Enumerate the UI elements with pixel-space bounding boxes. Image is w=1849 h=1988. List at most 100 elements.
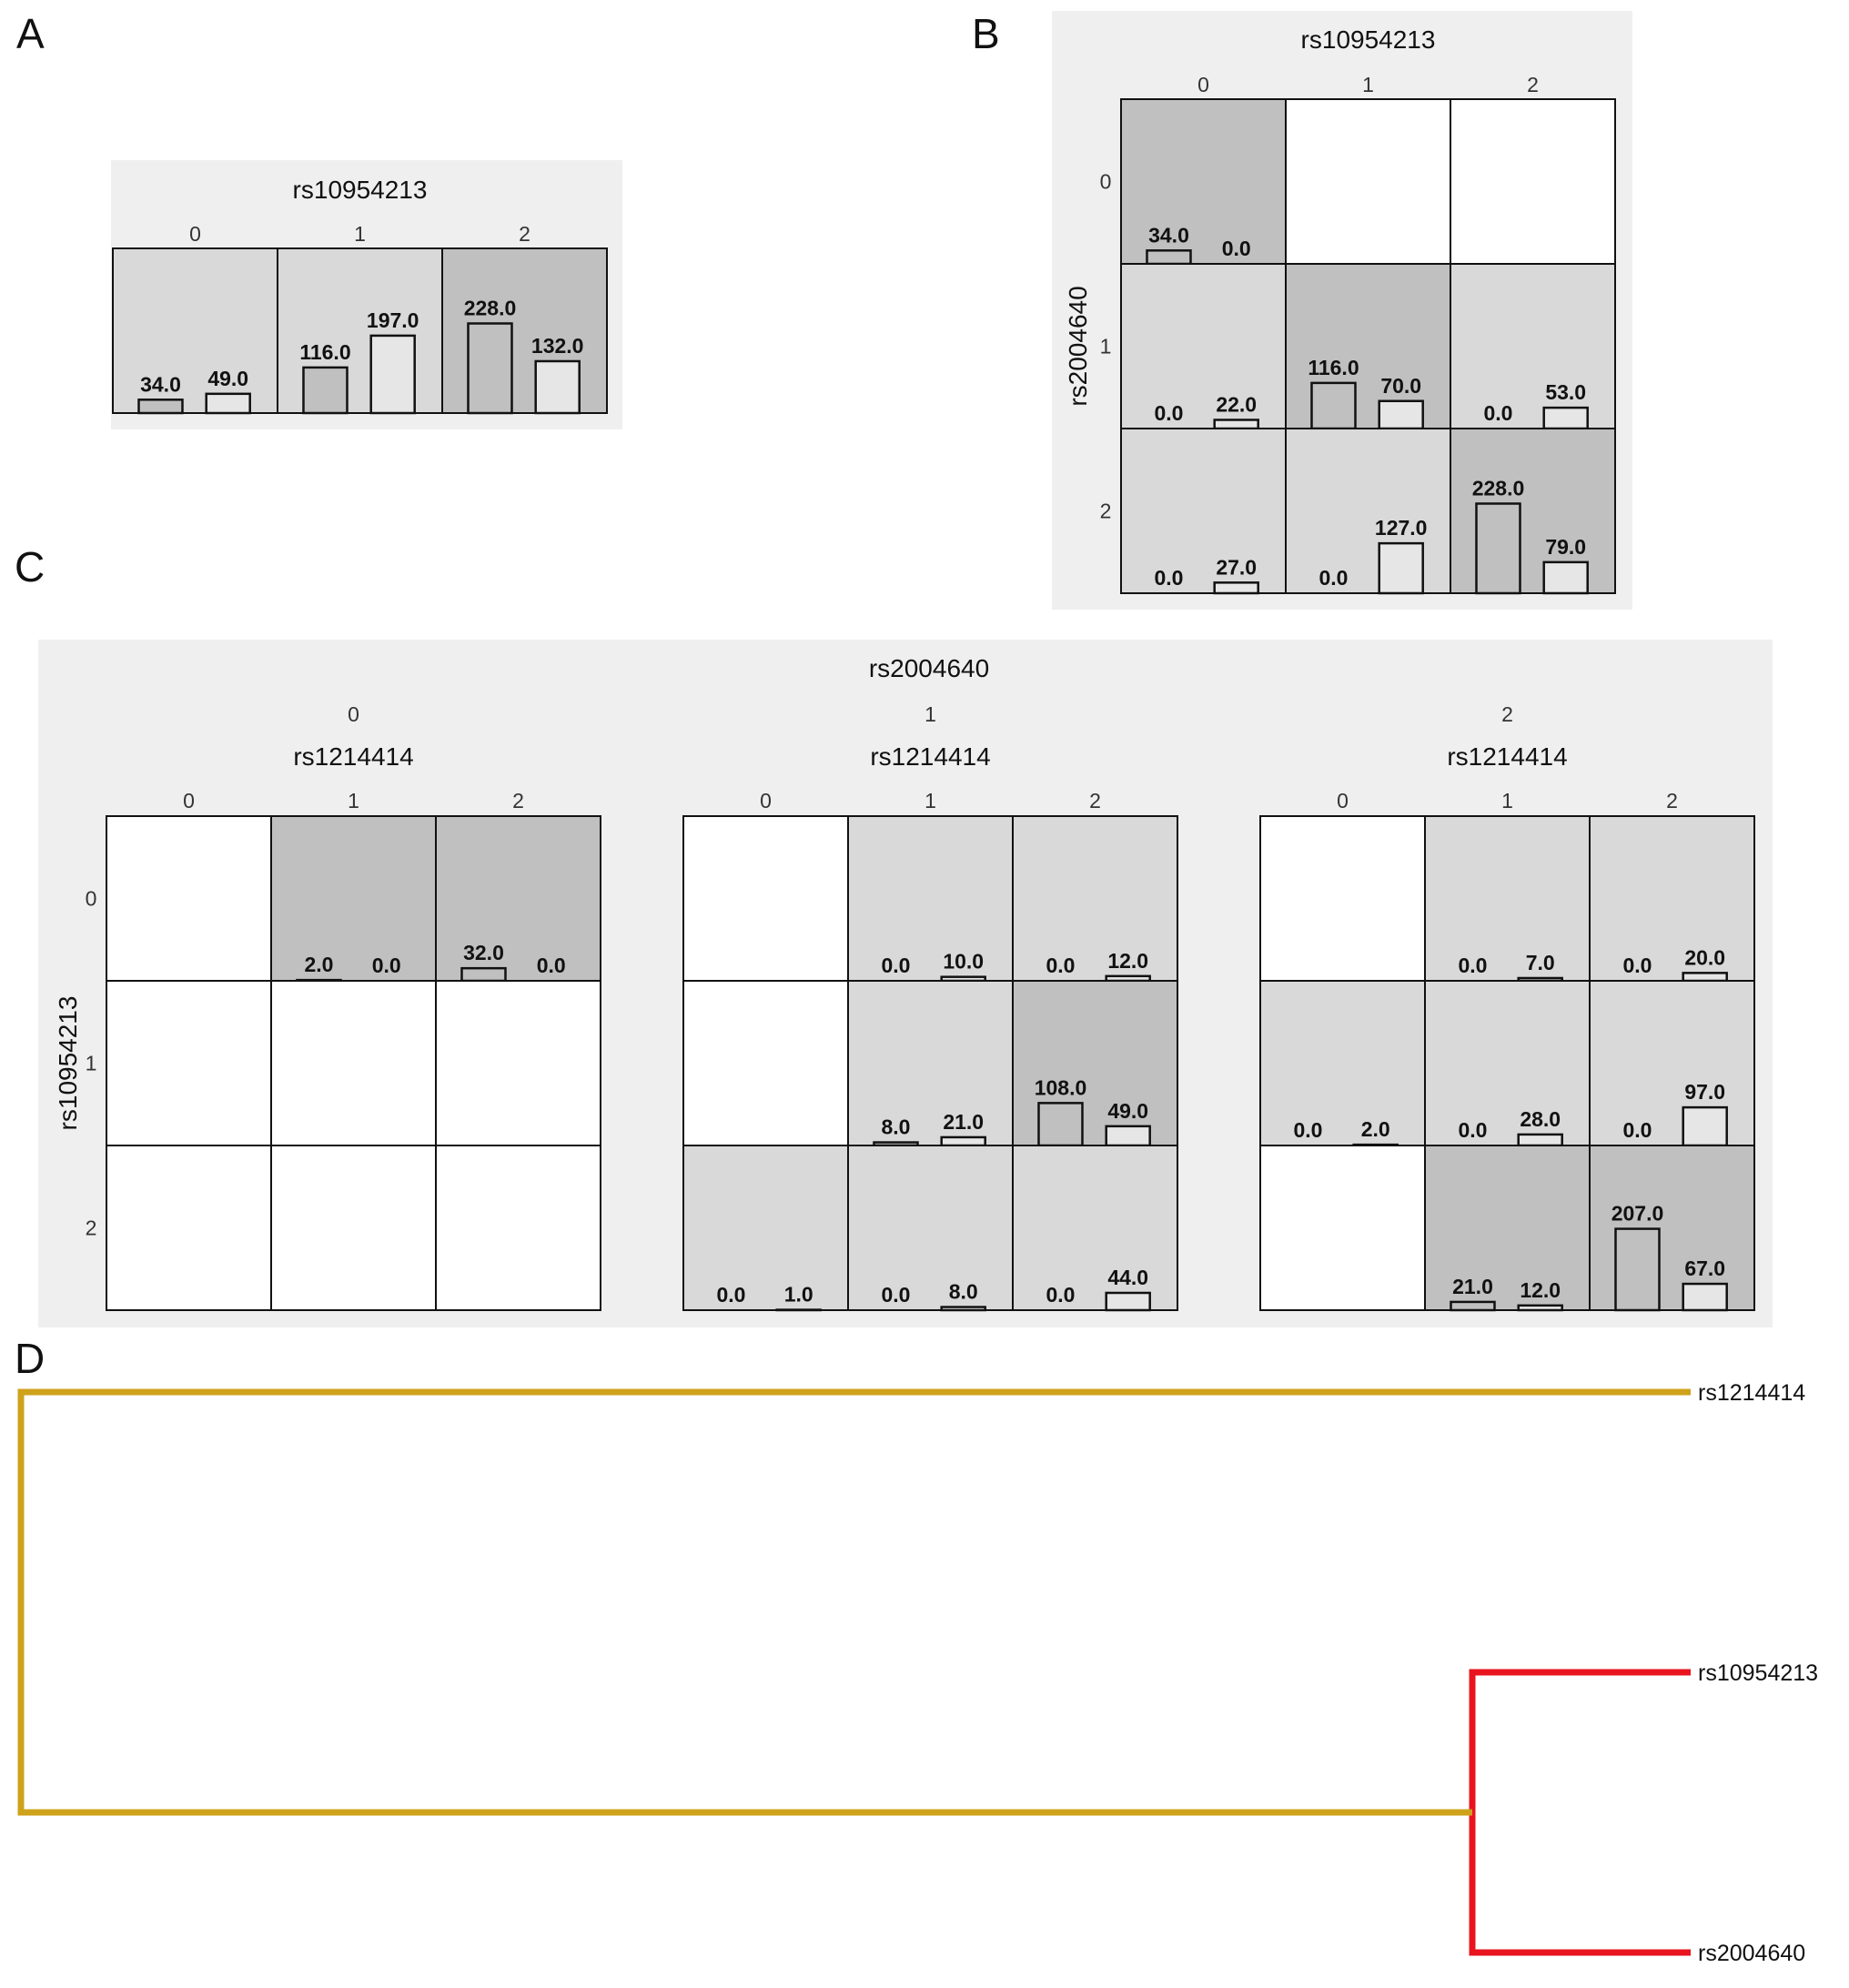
- panel-c-grid0-cell: [271, 1145, 436, 1310]
- panel-c-grid2-value-label: 0.0: [1458, 954, 1487, 977]
- panel-c-grid1-value-label: 8.0: [949, 1280, 978, 1304]
- panel-b-value-label: 116.0: [1308, 356, 1359, 379]
- panel-b-bar-right: [1213, 419, 1259, 430]
- panel-b-value-label: 22.0: [1216, 392, 1257, 416]
- panel-c-grid0-cell: [106, 816, 271, 981]
- panel-c-grid2-cell: [1590, 1145, 1754, 1310]
- panel-b-value-label: 53.0: [1545, 380, 1586, 404]
- panel-b-cell: [1286, 99, 1450, 264]
- panel-c-grid1-bar-right: [940, 1135, 986, 1147]
- panel-c-grid2-cell: [1260, 1145, 1425, 1310]
- panel-b-frame: [1120, 98, 1616, 594]
- panel-c-grid0-value-label: 2.0: [304, 953, 333, 976]
- panel-c-subtitle: rs1214414: [870, 742, 990, 771]
- panel-c-grid2-value-label: 20.0: [1684, 945, 1725, 969]
- panel-a-bar-left: [302, 366, 349, 415]
- panel-b-value-label: 0.0: [1154, 401, 1183, 425]
- panel-a-value-label: 49.0: [207, 367, 248, 390]
- panel-c-grid2-cell: [1590, 981, 1754, 1145]
- panel-c-outer-tick: 1: [924, 702, 936, 726]
- panel-c-grid1-value-label: 0.0: [881, 1283, 910, 1307]
- panel-c-grid1-cell: [683, 981, 848, 1145]
- panel-c-grid1-cell: [683, 816, 848, 981]
- panel-b-value-label: 0.0: [1154, 566, 1183, 590]
- panel-a-value-label: 34.0: [140, 372, 181, 396]
- panel-c-outer-tick: 0: [348, 702, 359, 726]
- panel-c-grid0-frame: [106, 815, 601, 1311]
- panel-c-grid2-value-label: 0.0: [1458, 1118, 1487, 1142]
- panel-c-grid1-value-label: 10.0: [943, 950, 984, 974]
- panel-c-grid0-value-label: 32.0: [463, 941, 504, 964]
- panel-b-value-label: 79.0: [1545, 535, 1586, 559]
- panel-c-title: rs2004640: [869, 654, 989, 682]
- panel-b-title: rs10954213: [1301, 25, 1436, 54]
- panel-b-bar-right: [1378, 541, 1424, 595]
- panel-c-col-tick: 0: [1337, 789, 1349, 812]
- panel-b-cell: [1121, 264, 1286, 429]
- panel-a-bar-right: [369, 334, 416, 415]
- panel-c-grid1-value-label: 21.0: [943, 1110, 984, 1134]
- panel-c-grid2-value-label: 0.0: [1622, 1118, 1652, 1142]
- panel-c-grid1-cell: [1013, 816, 1177, 981]
- panel-label-a: A: [16, 10, 45, 57]
- panel-c-grid2-cell: [1425, 816, 1590, 981]
- panel-b-bar-right: [1378, 399, 1424, 430]
- panel-c-grid1-cell: [1013, 1145, 1177, 1310]
- panel-b-col-tick: 1: [1362, 73, 1374, 96]
- panel-b-row-tick: 2: [1100, 500, 1112, 523]
- panel-c-grid0-cell: [271, 981, 436, 1145]
- panel-c-grid1-bar-right: [1105, 1125, 1151, 1147]
- panel-c-grid1-value-label: 0.0: [881, 954, 910, 977]
- panel-b-row-tick: 0: [1100, 170, 1112, 194]
- panel-b-cell: [1450, 99, 1615, 264]
- panel-c-grid0-cell: [436, 1145, 601, 1310]
- dendrogram-outer-branch: [17, 1388, 1691, 1816]
- panel-c-col-tick: 1: [348, 789, 359, 812]
- panel-c-grid2-frame: [1259, 815, 1755, 1311]
- panel-label-c: C: [15, 543, 45, 590]
- panel-c-grid1-value-label: 8.0: [881, 1115, 910, 1139]
- panel-b-col-tick: 2: [1527, 73, 1539, 96]
- panel-a-value-label: 116.0: [299, 340, 350, 364]
- panel-label-d: D: [15, 1335, 45, 1382]
- panel-c-grid1-cell: [683, 1145, 848, 1310]
- panel-b-bar-left: [1146, 249, 1192, 266]
- panel-c-grid2-value-label: 12.0: [1520, 1278, 1561, 1302]
- panel-c-grid2-value-label: 28.0: [1520, 1107, 1561, 1131]
- panel-b-bar-left: [1475, 502, 1521, 595]
- panel-c-grid2-value-label: 7.0: [1526, 951, 1555, 974]
- panel-c-grid1-value-label: 49.0: [1107, 1099, 1148, 1123]
- panel-b-value-label: 27.0: [1216, 555, 1257, 579]
- panel-a-bar-left: [467, 322, 513, 415]
- panel-b-value-label: 0.0: [1222, 237, 1251, 260]
- panel-c-ylabel: rs10954213: [54, 996, 82, 1131]
- panel-c-row-tick: 1: [86, 1052, 97, 1075]
- panel-b-value-label: 70.0: [1380, 374, 1421, 398]
- panel-c-grid2-value-label: 21.0: [1452, 1275, 1493, 1298]
- panel-c-subtitle: rs1214414: [1447, 742, 1567, 771]
- panel-b-value-label: 0.0: [1319, 566, 1348, 590]
- panel-a-value-label: 132.0: [531, 334, 584, 358]
- panel-b-value-label: 0.0: [1483, 401, 1512, 425]
- panel-c-grid1-bar-right: [1105, 1291, 1151, 1312]
- panel-c-grid2-value-label: 0.0: [1622, 954, 1652, 977]
- panel-a-bar-left: [137, 399, 184, 415]
- panel-c-grid0-cell: [436, 981, 601, 1145]
- panel-a-bar-right: [205, 392, 251, 415]
- panel-a-cell: [442, 248, 607, 413]
- panel-a-value-label: 228.0: [464, 297, 517, 320]
- panel-c-grid2-bar-right: [1517, 1133, 1563, 1147]
- panel-b-bar-right: [1542, 406, 1589, 430]
- panel-a-bar-right: [534, 359, 581, 415]
- panel-b-cell: [1286, 264, 1450, 429]
- panel-c-col-tick: 1: [924, 789, 936, 812]
- panel-label-b: B: [972, 10, 1000, 57]
- panel-b-cell: [1450, 264, 1615, 429]
- panel-c-grid1-value-label: 1.0: [784, 1283, 813, 1307]
- panel-b-bar-right: [1213, 581, 1259, 595]
- panel-c-grid2-value-label: 207.0: [1612, 1202, 1664, 1226]
- panel-c-grid2-bar-right: [1682, 1105, 1728, 1147]
- panel-b-cell: [1286, 429, 1450, 593]
- panel-c-grid2-value-label: 67.0: [1684, 1256, 1725, 1280]
